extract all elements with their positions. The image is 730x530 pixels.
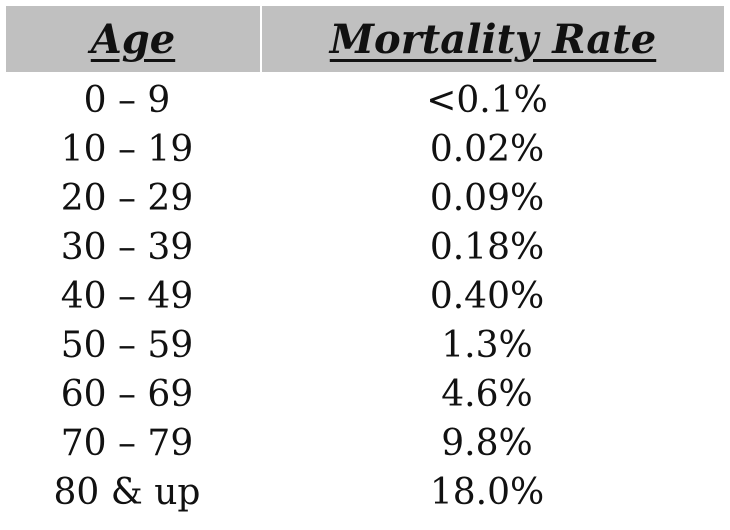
- age-cell: 80 & up: [53, 471, 201, 513]
- mortality-rate-cell: 0.09%: [429, 177, 545, 219]
- table-header: Age Mortality Rate: [6, 6, 724, 72]
- age-cell: 20 – 29: [60, 177, 194, 219]
- age-cell: 10 – 19: [60, 128, 194, 170]
- age-cell: 40 – 49: [60, 275, 194, 317]
- age-cell: 60 – 69: [60, 373, 194, 415]
- table-body: 0 – 9 <0.1% 10 – 19 0.02% 20 – 29 0.09% 30 – 3…: [6, 72, 724, 517]
- mortality-rate-cell: 4.6%: [441, 373, 533, 415]
- mortality-rate-cell: 0.02%: [429, 128, 545, 170]
- mortality-table: Age Mortality Rate 0 – 9 <0.1% 10 – 19 0.02…: [6, 6, 724, 517]
- table-row: 30 – 39 0.18%: [6, 223, 724, 272]
- table-row: 50 – 59 1.3%: [6, 321, 724, 370]
- age-cell: 30 – 39: [60, 226, 194, 268]
- mortality-rate-cell: 9.8%: [441, 422, 533, 464]
- age-column-header: Age: [6, 6, 262, 72]
- mortality-rate-cell: <0.1%: [426, 79, 548, 121]
- age-cell: 50 – 59: [60, 324, 194, 366]
- table-row: 80 & up 18.0%: [6, 468, 724, 517]
- table-row: 20 – 29 0.09%: [6, 174, 724, 223]
- header-row: Age Mortality Rate: [6, 6, 724, 72]
- table-row: 0 – 9 <0.1%: [6, 72, 724, 125]
- age-cell: 0 – 9: [83, 79, 171, 121]
- mortality-rate-cell: 18.0%: [429, 471, 545, 513]
- table-row: 10 – 19 0.02%: [6, 125, 724, 174]
- table-row: 60 – 69 4.6%: [6, 370, 724, 419]
- mortality-rate-cell: 1.3%: [441, 324, 533, 366]
- table-row: 70 – 79 9.8%: [6, 419, 724, 468]
- age-cell: 70 – 79: [60, 422, 194, 464]
- table-row: 40 – 49 0.40%: [6, 272, 724, 321]
- mortality-rate-cell: 0.18%: [429, 226, 545, 268]
- mortality-rate-column-header: Mortality Rate: [262, 6, 724, 72]
- mortality-rate-cell: 0.40%: [429, 275, 545, 317]
